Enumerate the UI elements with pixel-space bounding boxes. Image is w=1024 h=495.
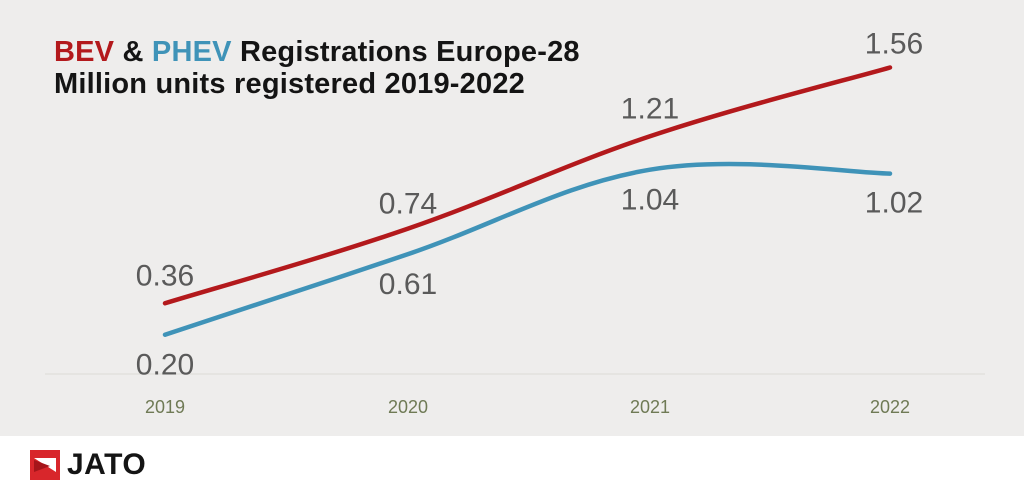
data-label-phev-2021: 1.04 [621, 184, 679, 217]
title-amp: & [114, 36, 152, 68]
line-chart: 2019 2020 2021 2022 0.36 0.74 1.21 1.56 0.20 0.6… [45, 28, 985, 417]
data-label-phev-2022: 1.02 [865, 187, 923, 220]
brand-name: JATO [67, 448, 147, 481]
x-tick-label-2019: 2019 [145, 397, 185, 417]
data-label-bev-2022: 1.56 [865, 28, 923, 61]
data-label-bev-2020: 0.74 [379, 188, 437, 221]
title-rest: Registrations Europe-28 [231, 36, 580, 68]
title-line-1: BEV & PHEV Registrations Europe-28 [54, 36, 580, 68]
data-label-phev-2020: 0.61 [379, 268, 437, 301]
data-label-phev-2019: 0.20 [136, 349, 194, 382]
x-tick-label-2020: 2020 [388, 397, 428, 417]
series-line-bev [162, 65, 893, 306]
title-phev: PHEV [151, 36, 232, 68]
data-label-bev-2021: 1.21 [621, 92, 679, 125]
chart-panel [0, 0, 1024, 436]
title-bev: BEV [54, 36, 115, 68]
x-tick-label-2022: 2022 [870, 397, 910, 417]
series-line-phev [162, 161, 893, 337]
jato-logo-icon [30, 450, 60, 480]
chart-subtitle: Million units registered 2019-2022 [54, 68, 525, 100]
jato-logo: JATO [30, 448, 146, 482]
chart-title: BEV & PHEV Registrations Europe-28 Milli… [54, 36, 580, 100]
data-label-bev-2019: 0.36 [136, 259, 194, 292]
footer [0, 436, 1024, 495]
x-tick-label-2021: 2021 [630, 397, 670, 417]
